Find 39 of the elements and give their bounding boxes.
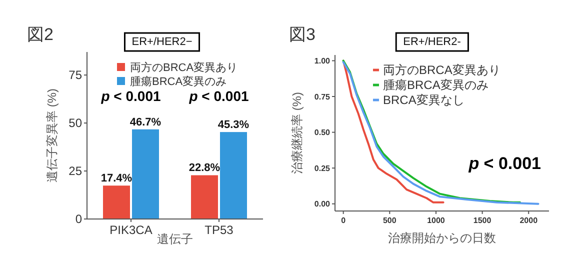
x-axis-title: 遺伝子 xyxy=(157,232,193,246)
legend-label: 両方のBRCA変異あり xyxy=(383,63,500,77)
legend-label: 腫瘍BRCA変異のみ xyxy=(130,75,227,88)
data-label: 22.8% xyxy=(188,162,220,174)
y-tick-label: 50 xyxy=(68,116,82,130)
y-tick-label: 0.75 xyxy=(314,92,331,102)
y-tick-label: 75 xyxy=(68,68,82,82)
data-label: 45.3% xyxy=(218,119,250,132)
x-tick-label: 1500 xyxy=(473,216,492,225)
chart-subtitle: ER+/HER2− xyxy=(132,36,192,48)
x-tick-label: 0 xyxy=(341,216,346,225)
bar xyxy=(220,132,247,219)
chart-title: 図2 xyxy=(27,25,54,44)
bar xyxy=(103,186,130,219)
y-axis-title: 遺伝子変異率 (%) xyxy=(45,88,59,182)
x-tick-label: PIK3CA xyxy=(110,223,152,237)
y-tick-label: 0.50 xyxy=(314,128,331,138)
x-axis-title: 治療開始からの日数 xyxy=(388,231,496,245)
x-tick-label: 2000 xyxy=(520,216,538,225)
legend-label: 両方のBRCA変異あり xyxy=(130,61,238,74)
annotation: p < 0.001 xyxy=(100,88,161,104)
chart-title: 図3 xyxy=(289,25,316,44)
legend-label: BRCA変異なし xyxy=(383,93,464,107)
x-tick-label: 500 xyxy=(382,216,397,225)
y-tick-label: 25 xyxy=(68,164,82,178)
y-tick-label: 1.00 xyxy=(314,56,331,66)
data-label: 17.4% xyxy=(100,172,132,185)
y-axis-title: 治療継続率 (%) xyxy=(290,92,304,174)
bar xyxy=(132,129,159,219)
bar xyxy=(191,175,218,219)
x-tick-label: 1000 xyxy=(427,216,446,225)
x-tick-label: TP53 xyxy=(204,223,234,237)
annotation: p < 0.001 xyxy=(468,154,541,173)
data-label: 46.7% xyxy=(130,116,162,128)
legend-label: 腫瘍BRCA変異のみ xyxy=(383,78,488,92)
annotation: p < 0.001 xyxy=(188,88,249,104)
y-tick-label: 0.25 xyxy=(314,164,331,173)
chart-subtitle: ER+/HER2- xyxy=(403,36,462,48)
y-tick-label: 0.00 xyxy=(314,200,331,209)
